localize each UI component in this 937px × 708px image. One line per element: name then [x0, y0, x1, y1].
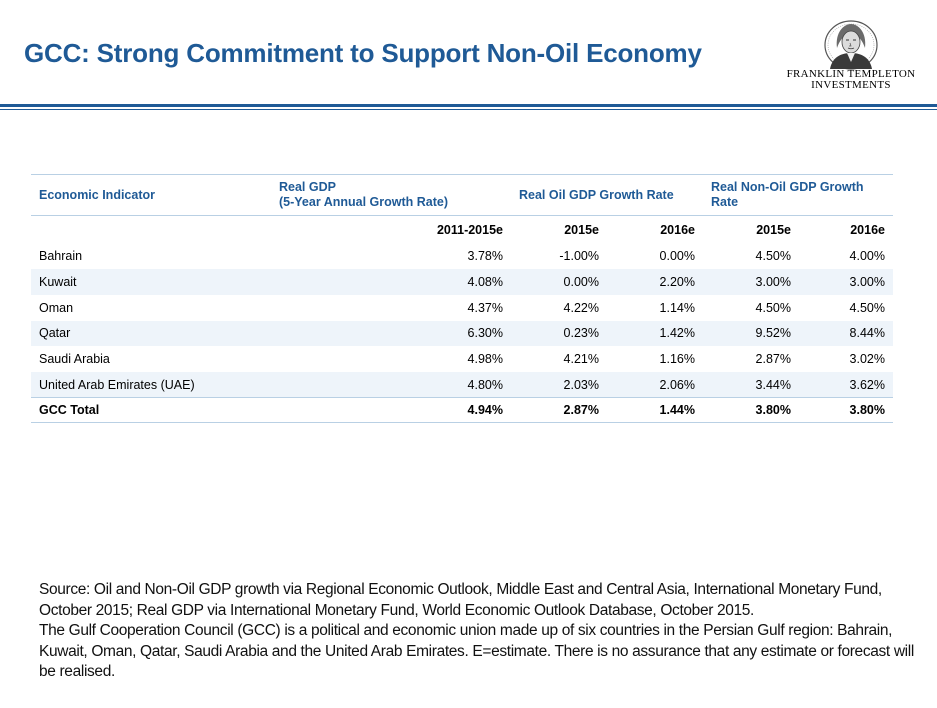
- row-value: 3.00%: [849, 275, 885, 290]
- row-value: 4.80%: [467, 377, 503, 392]
- row-value: 4.22%: [563, 300, 599, 315]
- row-value: 6.30%: [467, 326, 503, 341]
- row-value: 3.44%: [755, 377, 791, 392]
- row-value: 3.62%: [849, 377, 885, 392]
- subheader-non-oil-2015e: 2015e: [756, 222, 791, 237]
- header-real-non-oil-gdp: Real Non-Oil GDP Growth Rate: [703, 174, 893, 216]
- row-value: 4.00%: [849, 249, 885, 264]
- subheader-oil-2016e: 2016e: [660, 222, 695, 237]
- header-rule-thick: [0, 104, 937, 107]
- header-rule-thin: [0, 109, 937, 110]
- row-value: 8.44%: [849, 326, 885, 341]
- table-row: Kuwait 4.08% 0.00% 2.20% 3.00% 3.00%: [31, 269, 893, 295]
- gdp-growth-table: Economic Indicator Real GDP (5-Year Annu…: [31, 174, 893, 424]
- source-note: Source: Oil and Non-Oil GDP growth via R…: [39, 581, 882, 619]
- header-real-gdp-line1: Real GDP: [279, 180, 336, 194]
- header-real-gdp: Real GDP (5-Year Annual Growth Rate): [271, 174, 511, 216]
- row-value: 4.50%: [849, 300, 885, 315]
- row-value: 2.03%: [563, 377, 599, 392]
- table-total-row: GCC Total 4.94% 2.87% 1.44% 3.80% 3.80%: [31, 397, 893, 424]
- table-row: Oman 4.37% 4.22% 1.14% 4.50% 4.50%: [31, 295, 893, 321]
- row-country: Qatar: [39, 326, 71, 341]
- row-value: 4.98%: [467, 352, 503, 367]
- table-row: Qatar 6.30% 0.23% 1.42% 9.52% 8.44%: [31, 320, 893, 347]
- gcc-definition-note: The Gulf Cooperation Council (GCC) is a …: [39, 622, 914, 681]
- total-value: 1.44%: [607, 397, 703, 424]
- header-economic-indicator: Economic Indicator: [31, 174, 271, 216]
- row-value: 2.87%: [755, 352, 791, 367]
- row-value: 2.06%: [659, 377, 695, 392]
- total-value: 2.87%: [511, 397, 607, 424]
- row-value: 2.20%: [659, 275, 695, 290]
- subheader-oil-2015e: 2015e: [564, 222, 599, 237]
- table-header-row: Economic Indicator Real GDP (5-Year Annu…: [31, 174, 893, 216]
- header-real-oil-gdp: Real Oil GDP Growth Rate: [511, 174, 703, 216]
- logo-line1: FRANKLIN TEMPLETON: [786, 68, 916, 80]
- row-value: 0.23%: [563, 326, 599, 341]
- row-value: 3.78%: [467, 249, 503, 264]
- franklin-portrait-logo-icon: [824, 20, 878, 70]
- row-value: 1.16%: [659, 352, 695, 367]
- total-value: 3.80%: [799, 397, 893, 424]
- row-value: 4.50%: [755, 249, 791, 264]
- table-row: Bahrain 3.78% -1.00% 0.00% 4.50% 4.00%: [31, 244, 893, 270]
- row-value: -1.00%: [559, 249, 599, 264]
- row-value: 4.50%: [755, 300, 791, 315]
- row-country: United Arab Emirates (UAE): [39, 377, 195, 392]
- row-country: Saudi Arabia: [39, 352, 110, 367]
- subheader-2011-2015e: 2011-2015e: [436, 222, 503, 237]
- row-value: 9.52%: [755, 326, 791, 341]
- row-value: 3.02%: [849, 352, 885, 367]
- row-value: 0.00%: [659, 249, 695, 264]
- row-value: 3.00%: [755, 275, 791, 290]
- total-value: 4.94%: [271, 397, 511, 424]
- table-row: United Arab Emirates (UAE) 4.80% 2.03% 2…: [31, 371, 893, 398]
- franklin-templeton-logo: FRANKLIN TEMPLETON INVESTMENTS: [776, 18, 926, 94]
- row-country: Oman: [39, 300, 74, 315]
- row-value: 4.37%: [467, 300, 503, 315]
- footnote: Source: Oil and Non-Oil GDP growth via R…: [39, 580, 919, 683]
- subheader-non-oil-2016e: 2016e: [850, 222, 885, 237]
- row-country: Bahrain: [39, 249, 83, 264]
- row-value: 1.42%: [659, 326, 695, 341]
- table-row: Saudi Arabia 4.98% 4.21% 1.16% 2.87% 3.0…: [31, 346, 893, 372]
- subheader-empty: [31, 216, 271, 244]
- page-title: GCC: Strong Commitment to Support Non-Oi…: [24, 38, 702, 68]
- row-value: 4.08%: [467, 275, 503, 290]
- table-subheader-row: 2011-2015e 2015e 2016e 2015e 2016e: [31, 216, 893, 244]
- row-value: 0.00%: [563, 275, 599, 290]
- total-label: GCC Total: [31, 397, 271, 424]
- total-value: 3.80%: [703, 397, 799, 424]
- row-country: Kuwait: [39, 275, 77, 290]
- header-real-gdp-line2: (5-Year Annual Growth Rate): [279, 195, 449, 209]
- row-value: 4.21%: [563, 352, 599, 367]
- logo-text: FRANKLIN TEMPLETON INVESTMENTS: [776, 69, 926, 91]
- logo-line2: INVESTMENTS: [811, 79, 891, 91]
- row-value: 1.14%: [659, 300, 695, 315]
